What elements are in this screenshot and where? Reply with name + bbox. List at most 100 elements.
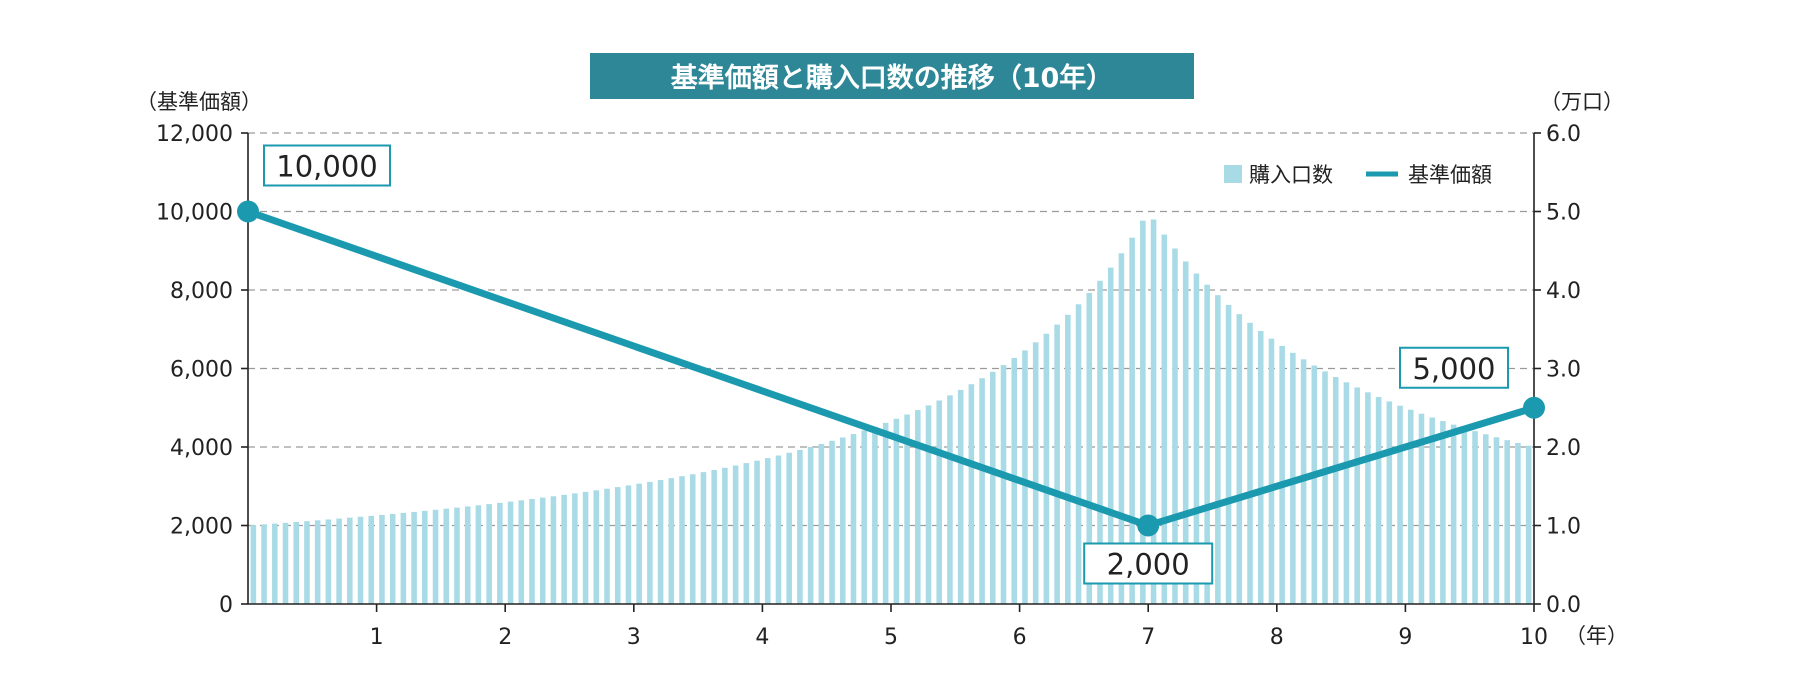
left-tick-label-5: 10,000	[156, 201, 233, 226]
bar-month-2	[261, 524, 267, 604]
bar-month-11	[357, 516, 364, 604]
bar-month-48	[754, 460, 760, 604]
legend-bar-label: 購入口数	[1249, 163, 1333, 187]
bar-month-82	[1118, 253, 1125, 604]
bar-month-52	[797, 449, 803, 604]
bar-month-89	[1193, 273, 1200, 604]
bar-month-28	[539, 497, 546, 604]
bar-month-40	[668, 478, 675, 604]
bar-month-46	[732, 465, 739, 604]
bar-month-17	[422, 510, 428, 604]
bar-month-1	[250, 525, 257, 604]
bar-month-25	[507, 501, 514, 604]
legend: 購入口数 基準価額	[1224, 163, 1492, 187]
right-axis-unit: （万口）	[1540, 90, 1624, 114]
bar-month-71	[1000, 365, 1007, 604]
bar-month-67	[957, 389, 964, 604]
bar-month-100	[1311, 365, 1318, 604]
left-tick-label-3: 6,000	[170, 358, 233, 383]
price-point-1	[1137, 514, 1160, 537]
bar-month-36	[625, 485, 632, 604]
bar-month-64	[925, 405, 932, 604]
bar-month-80	[1097, 280, 1103, 604]
price-point-2	[1523, 396, 1545, 419]
bar-month-119	[1515, 442, 1521, 604]
bar-month-92	[1225, 304, 1232, 604]
bar-month-33	[593, 490, 600, 604]
grid-lines	[248, 132, 1534, 527]
bar-month-91	[1215, 295, 1221, 604]
bar-month-50	[775, 455, 782, 604]
bar-month-73	[1022, 350, 1028, 604]
chart-title: 基準価額と購入口数の推移（10年）	[671, 62, 1114, 94]
bar-month-31	[572, 493, 578, 604]
legend-bar-swatch	[1224, 165, 1242, 183]
bar-month-53	[807, 447, 814, 604]
bar-month-59	[872, 426, 878, 604]
bar-month-12	[368, 515, 375, 604]
bar-month-7	[314, 520, 321, 604]
bar-month-76	[1054, 324, 1060, 604]
bar-month-39	[657, 480, 664, 604]
bar-month-44	[711, 469, 717, 604]
right-tick-label-4: 4.0	[1546, 279, 1581, 304]
bar-month-5	[293, 521, 300, 604]
bar-month-62	[904, 414, 910, 604]
bar-month-37	[636, 483, 642, 604]
bar-month-87	[1172, 248, 1178, 604]
right-tick-label-5: 5.0	[1546, 201, 1581, 226]
bar-month-41	[679, 476, 685, 604]
bar-month-107	[1386, 401, 1393, 604]
x-tick-label-8: 9	[1398, 625, 1412, 650]
right-tick-label-1: 1.0	[1546, 515, 1581, 540]
bar-month-102	[1332, 377, 1339, 604]
bar-month-84	[1140, 220, 1146, 604]
bar-month-23	[486, 504, 492, 604]
bar-month-65	[936, 400, 943, 604]
bar-month-110	[1418, 413, 1425, 604]
x-axis-unit: （年）	[1565, 624, 1628, 648]
bar-month-42	[689, 474, 696, 604]
right-tick-label-2: 2.0	[1546, 436, 1581, 461]
right-axis-ticks: 0.0 1.0 2.0 3.0 4.0 5.0 6.0	[1534, 122, 1581, 618]
bar-month-57	[850, 434, 857, 604]
bar-month-16	[411, 511, 417, 604]
left-axis-unit: （基準価額）	[136, 90, 262, 114]
bar-month-43	[700, 472, 707, 604]
bar-month-10	[347, 517, 353, 604]
bar-month-3	[272, 523, 278, 604]
bar-month-97	[1279, 345, 1285, 604]
bar-month-85	[1150, 219, 1157, 604]
line-series-price	[237, 200, 1545, 537]
bar-month-114	[1461, 427, 1468, 604]
bar-month-8	[325, 519, 332, 604]
bar-month-103	[1343, 382, 1350, 604]
title-background	[590, 53, 1194, 99]
x-tick-label-7: 8	[1270, 625, 1284, 650]
bar-month-29	[550, 496, 557, 604]
bar-month-20	[454, 507, 460, 604]
left-tick-label-2: 4,000	[170, 436, 233, 461]
bar-month-105	[1365, 392, 1371, 604]
legend-line-label: 基準価額	[1408, 163, 1492, 187]
bar-month-38	[647, 481, 653, 604]
bar-month-95	[1257, 330, 1264, 604]
bar-month-61	[893, 418, 900, 604]
right-tick-label-0: 0.0	[1546, 593, 1581, 618]
callout-box-1	[1083, 542, 1214, 585]
bar-month-115	[1472, 431, 1478, 604]
bar-month-75	[1043, 333, 1050, 604]
bar-month-49	[764, 458, 771, 604]
bar-month-68	[968, 384, 975, 604]
bar-month-45	[722, 467, 728, 604]
callout-label-2: 5,000	[1412, 352, 1495, 386]
bar-month-54	[818, 443, 825, 604]
bar-month-18	[432, 509, 439, 604]
bar-month-66	[947, 395, 953, 604]
bar-month-24	[497, 502, 503, 604]
bar-month-108	[1397, 405, 1403, 604]
bar-month-4	[282, 522, 289, 604]
bar-month-90	[1204, 284, 1210, 604]
bar-month-83	[1129, 237, 1135, 605]
x-tick-label-1: 2	[498, 625, 512, 650]
